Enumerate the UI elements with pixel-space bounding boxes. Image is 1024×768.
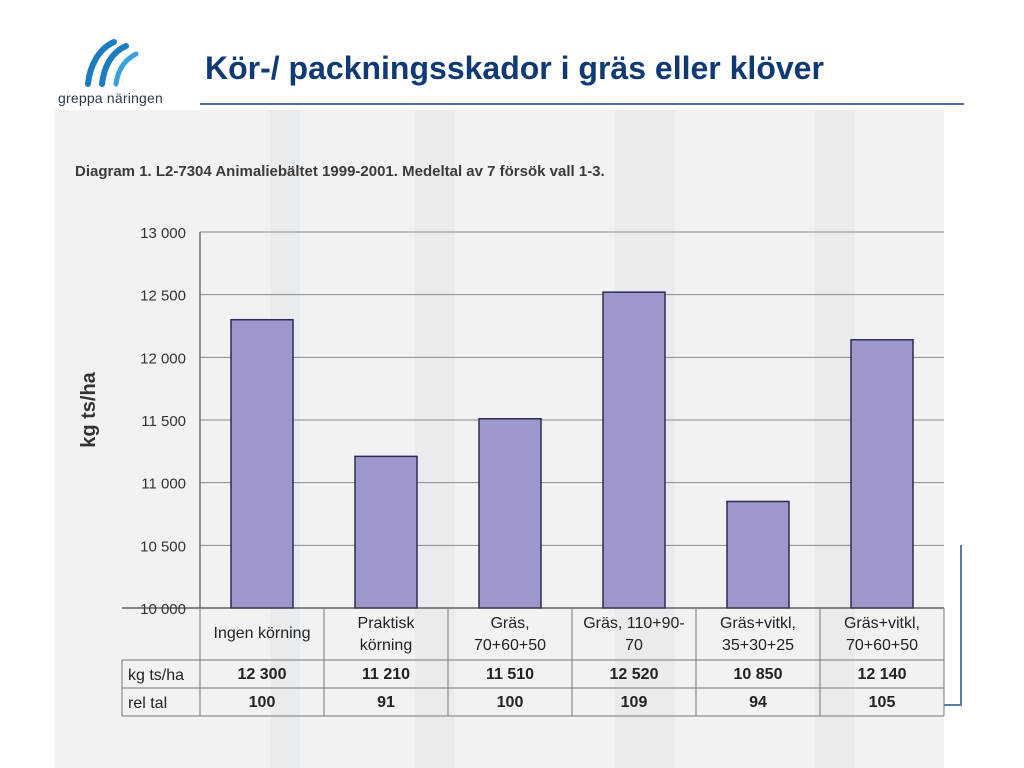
bars — [230, 291, 914, 609]
category-labels: Ingen körning Praktisk körning Gräs, 70+60+5… — [214, 615, 920, 654]
y-tick-label: 12 500 — [140, 288, 186, 305]
bar — [478, 417, 542, 609]
category-label: Praktisk — [358, 615, 416, 632]
y-tick-label: 11 000 — [141, 476, 186, 493]
y-tick-label: 10 000 — [140, 601, 186, 618]
category-label: Gräs, 110+90- — [583, 615, 685, 632]
side-bracket — [944, 545, 962, 706]
category-label: körning — [360, 637, 412, 654]
table-cell: 10 850 — [734, 666, 783, 683]
table-cell: 12 140 — [858, 666, 907, 683]
table-cell: 11 210 — [362, 666, 410, 683]
category-label: 70+60+50 — [846, 637, 918, 654]
slide-title: Kör-/ packningsskador i gräs eller klöve… — [205, 50, 824, 86]
table-cell: 12 300 — [238, 666, 287, 683]
y-tick-label: 11 500 — [141, 413, 186, 430]
logo-text: greppa näringen — [58, 90, 163, 106]
category-label: 70 — [625, 637, 643, 654]
table-cell: 100 — [249, 694, 276, 711]
y-axis-label: kg ts/ha — [78, 371, 100, 447]
gridlines — [199, 231, 944, 609]
greppa-naringen-logo: greppa näringen — [58, 38, 198, 110]
y-tick-label: 13 000 — [140, 225, 186, 242]
bar — [230, 318, 294, 609]
bar — [726, 500, 790, 609]
table-cell: 105 — [869, 694, 896, 711]
table-row-label: rel tal — [128, 695, 167, 712]
bar — [354, 455, 418, 609]
category-label: Gräs+vitkl, — [844, 615, 920, 632]
category-label: Ingen körning — [214, 625, 311, 642]
chart-title: Diagram 1. L2-7304 Animaliebältet 1999-2… — [75, 163, 605, 180]
data-table: kg ts/ha 12 300 11 210 11 510 12 520 10 850 12… — [128, 666, 907, 712]
table-cell: 109 — [621, 694, 648, 711]
title-divider — [200, 103, 964, 105]
y-tick-label: 12 000 — [140, 350, 186, 367]
bar — [850, 339, 914, 609]
table-cell: 91 — [377, 694, 395, 711]
y-tick-labels: 10 000 10 500 11 000 11 500 12 000 12 500 13 0… — [140, 225, 186, 618]
table-cell: 12 520 — [610, 666, 659, 683]
table-cell: 100 — [497, 694, 524, 711]
table-cell: 94 — [749, 694, 767, 711]
category-label: 70+60+50 — [474, 637, 546, 654]
logo-swoosh-icon — [85, 39, 139, 87]
table-row-label: kg ts/ha — [128, 667, 184, 684]
table-cell: 11 510 — [486, 666, 534, 683]
category-label: 35+30+25 — [722, 637, 794, 654]
y-tick-label: 10 500 — [140, 538, 186, 555]
bar — [602, 291, 666, 609]
scan-bleed-through — [815, 110, 855, 768]
category-label: Gräs+vitkl, — [720, 615, 796, 632]
data-table-lines — [121, 607, 945, 717]
category-label: Gräs, — [490, 615, 529, 632]
